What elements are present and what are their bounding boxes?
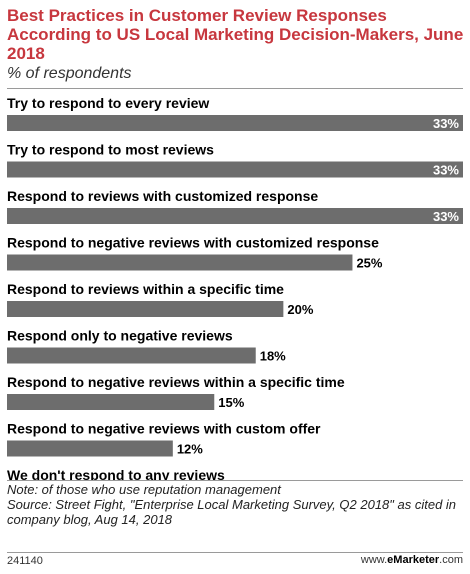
value-label: 18% <box>260 349 286 364</box>
bar <box>7 208 463 224</box>
category-label: Respond to negative reviews within a spe… <box>7 374 345 390</box>
bar <box>7 440 173 457</box>
bar <box>7 394 215 410</box>
category-label: Respond to reviews within a specific tim… <box>7 281 284 297</box>
brand-name: eMarketer <box>387 554 440 566</box>
bar <box>7 301 284 317</box>
footnote: Note: of those who use reputation manage… <box>7 482 465 527</box>
brand-prefix: www. <box>360 554 388 566</box>
chart-title: Best Practices in Customer Review Respon… <box>7 6 464 63</box>
value-label: 12% <box>177 442 203 457</box>
brand-suffix: .com <box>439 554 463 566</box>
category-label: Try to respond to most reviews <box>7 142 214 158</box>
footnote-source: Source: Street Fight, "Enterprise Local … <box>7 497 457 527</box>
category-label: Respond only to negative reviews <box>7 328 233 344</box>
value-label: 20% <box>287 302 313 317</box>
bar <box>7 161 463 178</box>
footnote-note: Note: of those who use reputation manage… <box>7 482 281 497</box>
bar <box>7 115 463 131</box>
category-label: We don't respond to any reviews <box>7 467 225 480</box>
bar <box>7 347 256 364</box>
bar <box>7 254 353 271</box>
bar-chart: Try to respond to every review 33% Try to … <box>7 95 463 480</box>
value-label: 15% <box>218 395 244 410</box>
category-label: Try to respond to every review <box>7 95 209 111</box>
category-label: Respond to negative reviews with custom … <box>7 421 321 437</box>
value-label: 33% <box>433 209 459 224</box>
chart-subtitle: % of respondents <box>7 65 132 82</box>
chart-id: 241140 <box>7 555 43 567</box>
category-label: Respond to reviews with customized respo… <box>7 188 318 204</box>
brand-link[interactable]: www.eMarketer.com <box>361 554 463 566</box>
value-label: 25% <box>356 256 382 271</box>
top-divider <box>7 88 463 89</box>
category-label: Respond to negative reviews with customi… <box>7 235 379 251</box>
value-label: 33% <box>433 116 459 131</box>
value-label: 33% <box>433 163 459 178</box>
bottom-divider <box>7 480 463 481</box>
footer-divider <box>7 552 463 553</box>
